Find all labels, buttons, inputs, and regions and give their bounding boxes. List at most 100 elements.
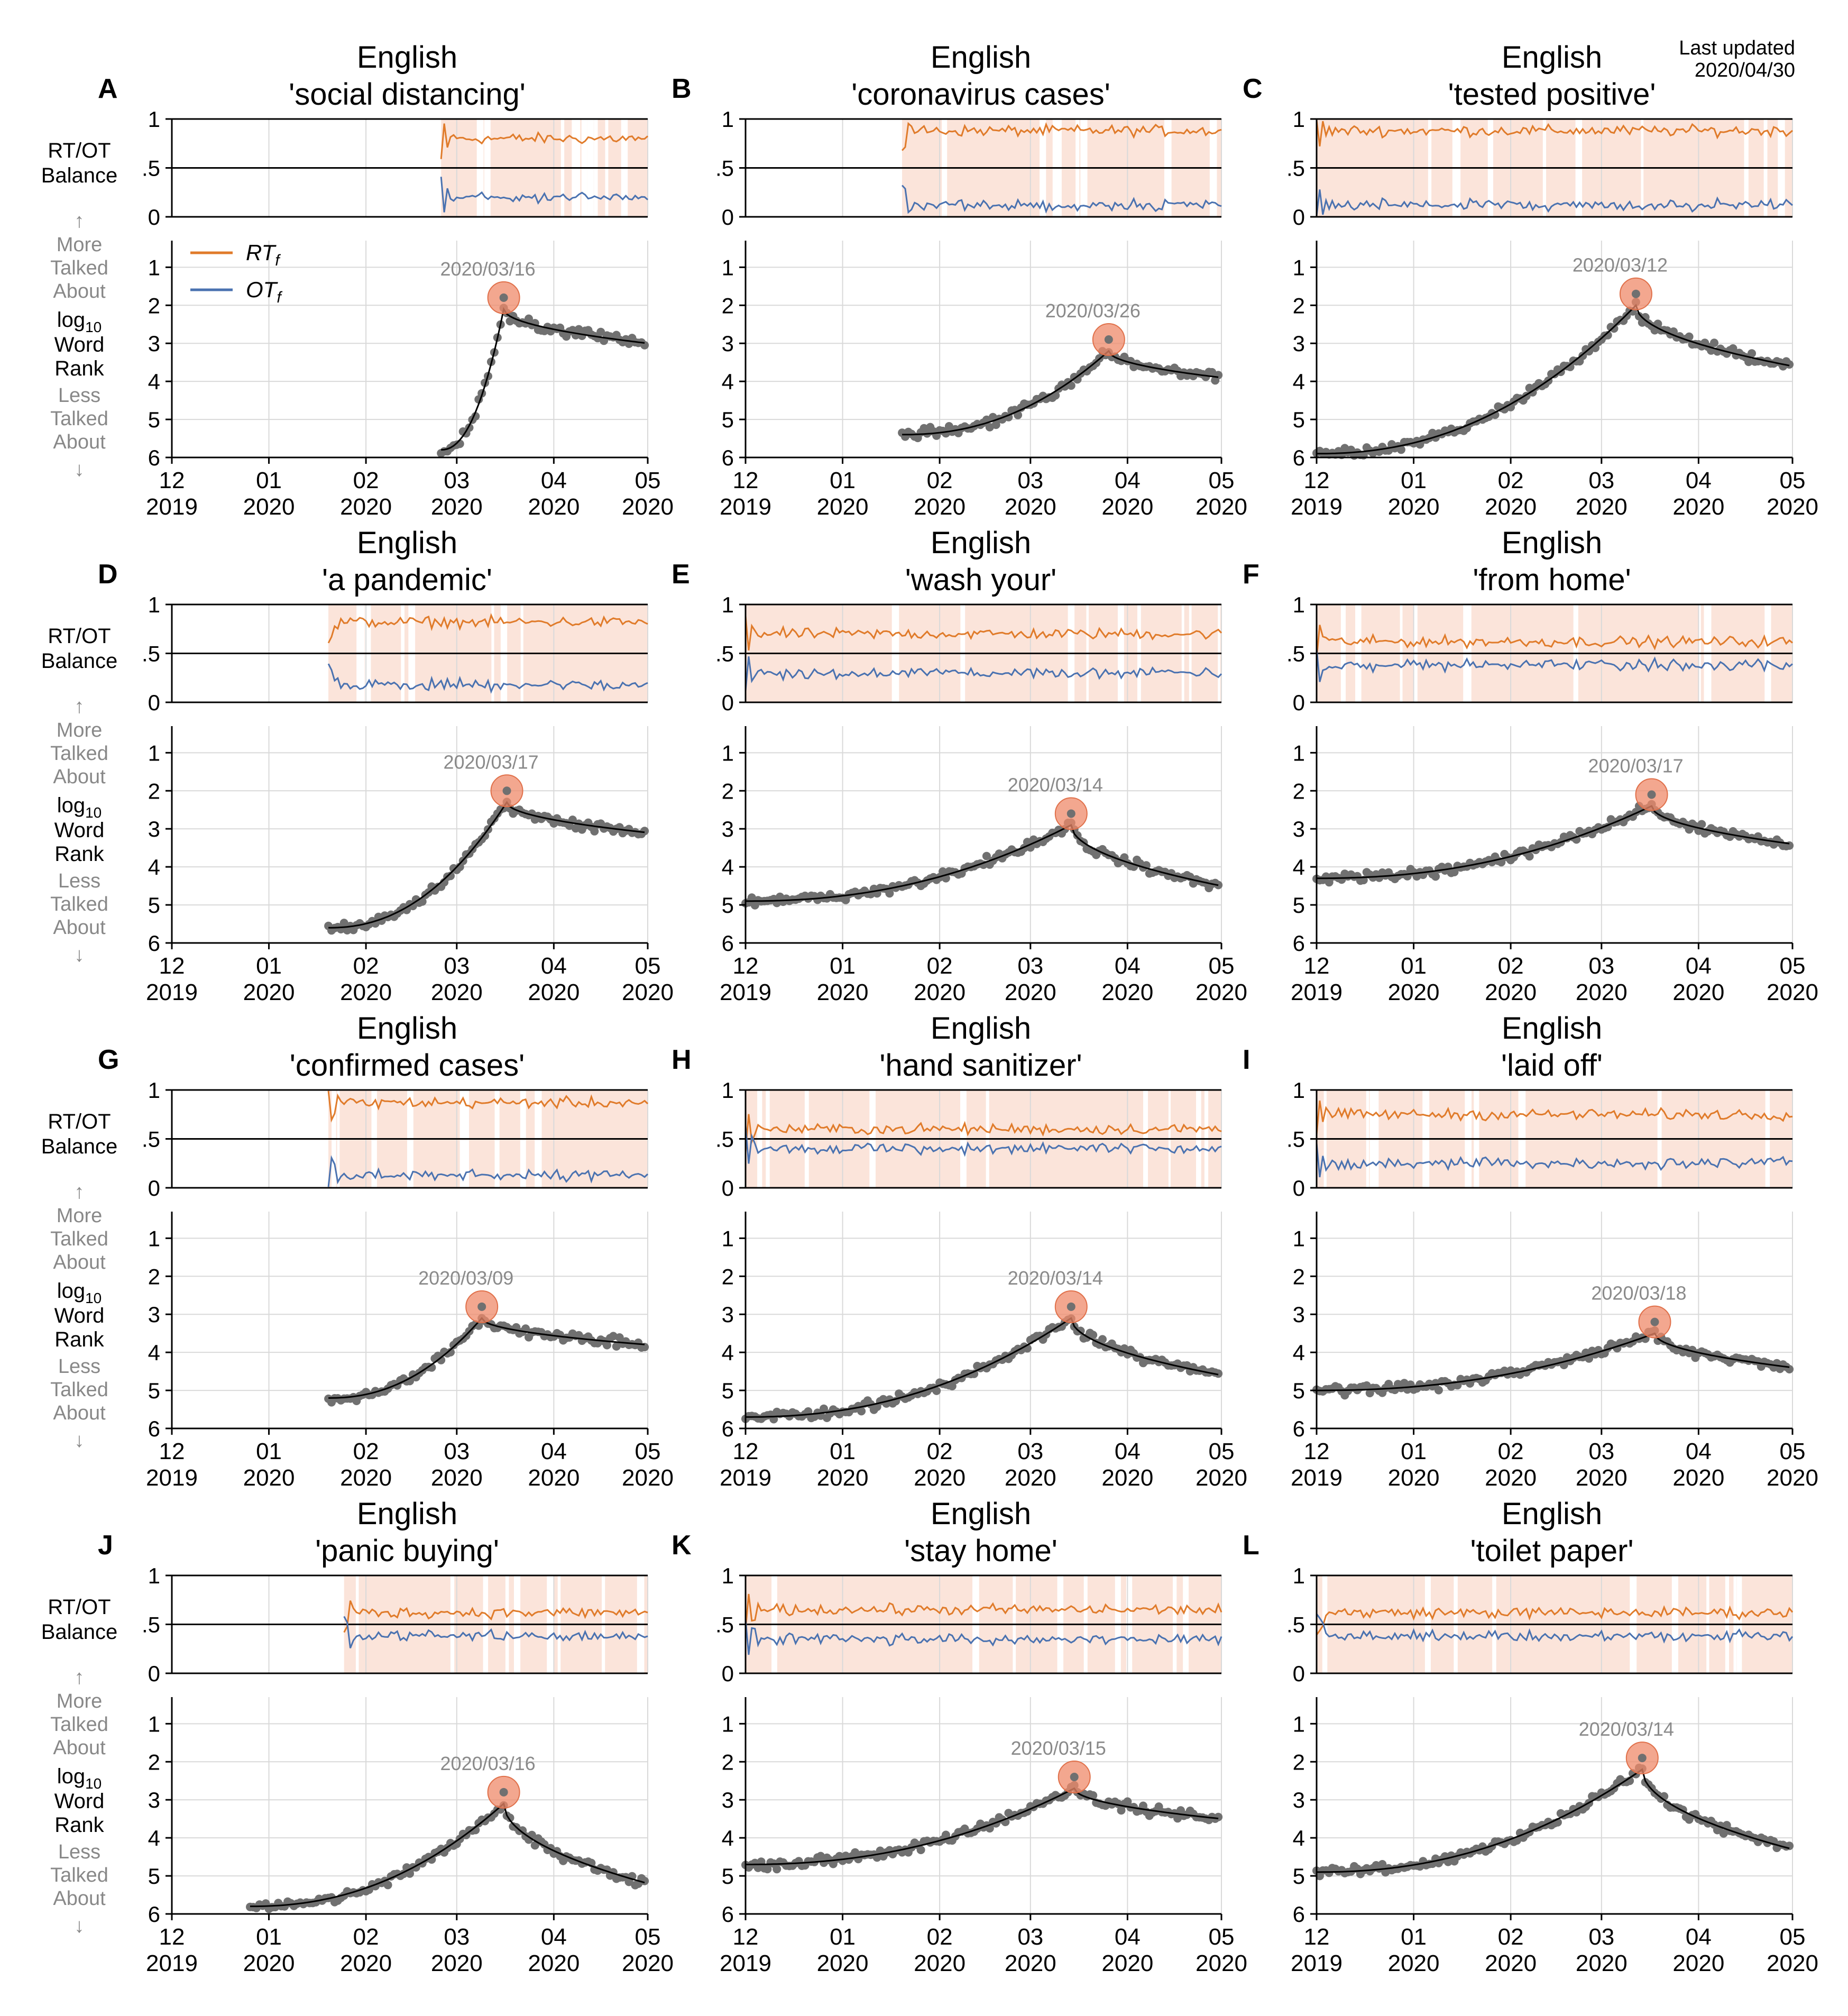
balance-ylabel-line: Balance — [41, 649, 118, 673]
peak-point — [502, 786, 511, 795]
panel-ngram: 'panic buying' — [315, 1534, 499, 1568]
balance-tick-label: .5 — [1286, 1612, 1305, 1637]
balance-ylabel-line: RT/OT — [48, 139, 111, 162]
rank-tick-label: 4 — [722, 855, 734, 879]
rt-balance-line — [744, 616, 1222, 650]
balance-tick-label: 1 — [722, 1078, 734, 1103]
rank-tick-label: 4 — [148, 369, 160, 394]
balance-tick-label: 0 — [1293, 205, 1305, 230]
x-tick-year: 2020 — [622, 494, 674, 520]
rank-ylabel-more: Talked — [50, 743, 108, 765]
x-tick-year: 2020 — [243, 494, 295, 520]
rank-point — [916, 1846, 925, 1854]
rank-tick-label: 2 — [1293, 1749, 1305, 1774]
rank-smooth-line — [328, 1317, 645, 1399]
rank-smooth-line — [1317, 1332, 1790, 1391]
peak-point — [1638, 1754, 1647, 1763]
rank-ylabel-less: Talked — [50, 408, 108, 430]
rank-point — [525, 314, 533, 323]
rt-balance-line — [440, 123, 648, 159]
rank-ylabel-less: Talked — [50, 1864, 108, 1886]
rank-point — [481, 831, 490, 840]
x-tick-year: 2020 — [243, 1950, 295, 1976]
rank-ylabel-more: More — [57, 719, 103, 741]
x-tick-month: 01 — [830, 1924, 856, 1950]
x-tick-year: 2020 — [1767, 494, 1818, 520]
x-tick-year: 2019 — [1291, 1465, 1343, 1491]
panel-language: English — [1502, 40, 1602, 75]
x-tick-month: 02 — [927, 953, 953, 979]
rt-balance-line — [1316, 1605, 1794, 1636]
rank-tick-label: 4 — [722, 1826, 734, 1850]
rank-tick-label: 5 — [148, 893, 160, 918]
rank-ylabel-less: About — [53, 1402, 106, 1424]
rank-ylabel-word-rank: Word — [54, 819, 105, 842]
x-tick-year: 2020 — [914, 979, 966, 1005]
x-tick-year: 2019 — [146, 494, 198, 520]
panel-C: C English'tested positive' 0 .5 1 2020/03/12 1… — [1243, 40, 1818, 520]
rank-tick-label: 3 — [148, 817, 160, 841]
x-tick-year: 2020 — [1672, 1950, 1724, 1976]
rank-point — [1117, 1806, 1126, 1815]
peak-date-label: 2020/03/14 — [1008, 774, 1103, 795]
rank-point — [1378, 1860, 1387, 1868]
ot-balance-line — [1316, 1143, 1793, 1178]
ot-balance-line — [744, 1618, 1222, 1655]
ot-balance-line — [1316, 1613, 1794, 1644]
peak-date-label: 2020/03/16 — [440, 1753, 536, 1774]
panel-ngram: 'laid off' — [1501, 1048, 1603, 1083]
x-tick-month: 05 — [635, 1924, 661, 1950]
rank-point — [1585, 1354, 1594, 1363]
x-tick-month: 05 — [635, 468, 661, 493]
x-tick-year: 2020 — [1576, 1950, 1628, 1976]
x-tick-month: 04 — [1686, 953, 1712, 979]
rank-tick-label: 5 — [148, 1864, 160, 1889]
rank-tick-label: 1 — [1293, 1226, 1305, 1251]
rank-point — [446, 1348, 455, 1357]
x-tick-year: 2019 — [1291, 494, 1343, 520]
rank-point — [932, 1386, 941, 1395]
rt-balance-line — [1316, 625, 1793, 659]
x-tick-year: 2020 — [622, 979, 674, 1005]
ot-balance-line — [327, 663, 648, 694]
x-tick-month: 04 — [1115, 1438, 1141, 1464]
x-tick-month: 12 — [1304, 1924, 1330, 1950]
x-tick-month: 04 — [1115, 1924, 1141, 1950]
rank-tick-label: 1 — [1293, 255, 1305, 280]
x-tick-year: 2020 — [817, 494, 869, 520]
rank-smooth-line — [902, 350, 1219, 436]
x-tick-year: 2020 — [340, 494, 392, 520]
panel-language: English — [1502, 1011, 1602, 1046]
rank-tick-label: 5 — [148, 407, 160, 432]
balance-tick-label: .5 — [1286, 1127, 1305, 1152]
rank-point — [596, 327, 605, 336]
x-tick-month: 05 — [1780, 468, 1806, 493]
rank-ylabel-less: Talked — [50, 1379, 108, 1401]
balance-tick-label: .5 — [715, 156, 734, 181]
x-tick-year: 2020 — [914, 1950, 966, 1976]
x-tick-month: 05 — [1780, 953, 1806, 979]
balance-tick-label: 0 — [722, 1661, 734, 1686]
rank-ylabel-more: About — [53, 1251, 106, 1273]
x-tick-month: 03 — [1588, 468, 1614, 493]
rank-tick-label: 3 — [1293, 331, 1305, 356]
x-tick-year: 2020 — [431, 1465, 483, 1491]
panel-language: English — [357, 526, 457, 560]
rank-ylabel-less: About — [53, 431, 106, 453]
rank-tick-label: 6 — [1293, 1416, 1305, 1441]
legend-label: RTf — [246, 240, 281, 269]
rank-tick-label: 4 — [722, 369, 734, 394]
x-tick-year: 2020 — [1767, 979, 1818, 1005]
last-updated-date: 2020/04/30 — [1694, 59, 1795, 81]
peak-date-label: 2020/03/14 — [1579, 1718, 1674, 1740]
x-tick-year: 2020 — [1485, 979, 1537, 1005]
x-tick-month: 03 — [444, 468, 470, 493]
balance-tick-label: .5 — [142, 642, 160, 666]
rank-ylabel-down-arrow: ↓ — [75, 1915, 85, 1937]
panel-language: English — [931, 1497, 1031, 1531]
rank-tick-label: 5 — [722, 1378, 734, 1403]
rank-ylabel-word-rank: Rank — [54, 842, 104, 866]
